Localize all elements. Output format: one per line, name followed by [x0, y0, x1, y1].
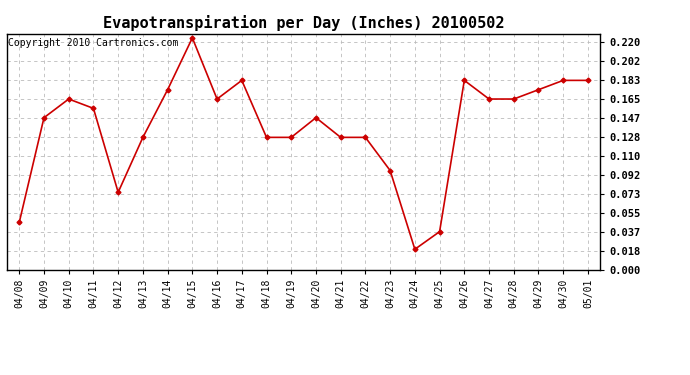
- Text: Copyright 2010 Cartronics.com: Copyright 2010 Cartronics.com: [8, 39, 179, 48]
- Title: Evapotranspiration per Day (Inches) 20100502: Evapotranspiration per Day (Inches) 2010…: [103, 15, 504, 31]
